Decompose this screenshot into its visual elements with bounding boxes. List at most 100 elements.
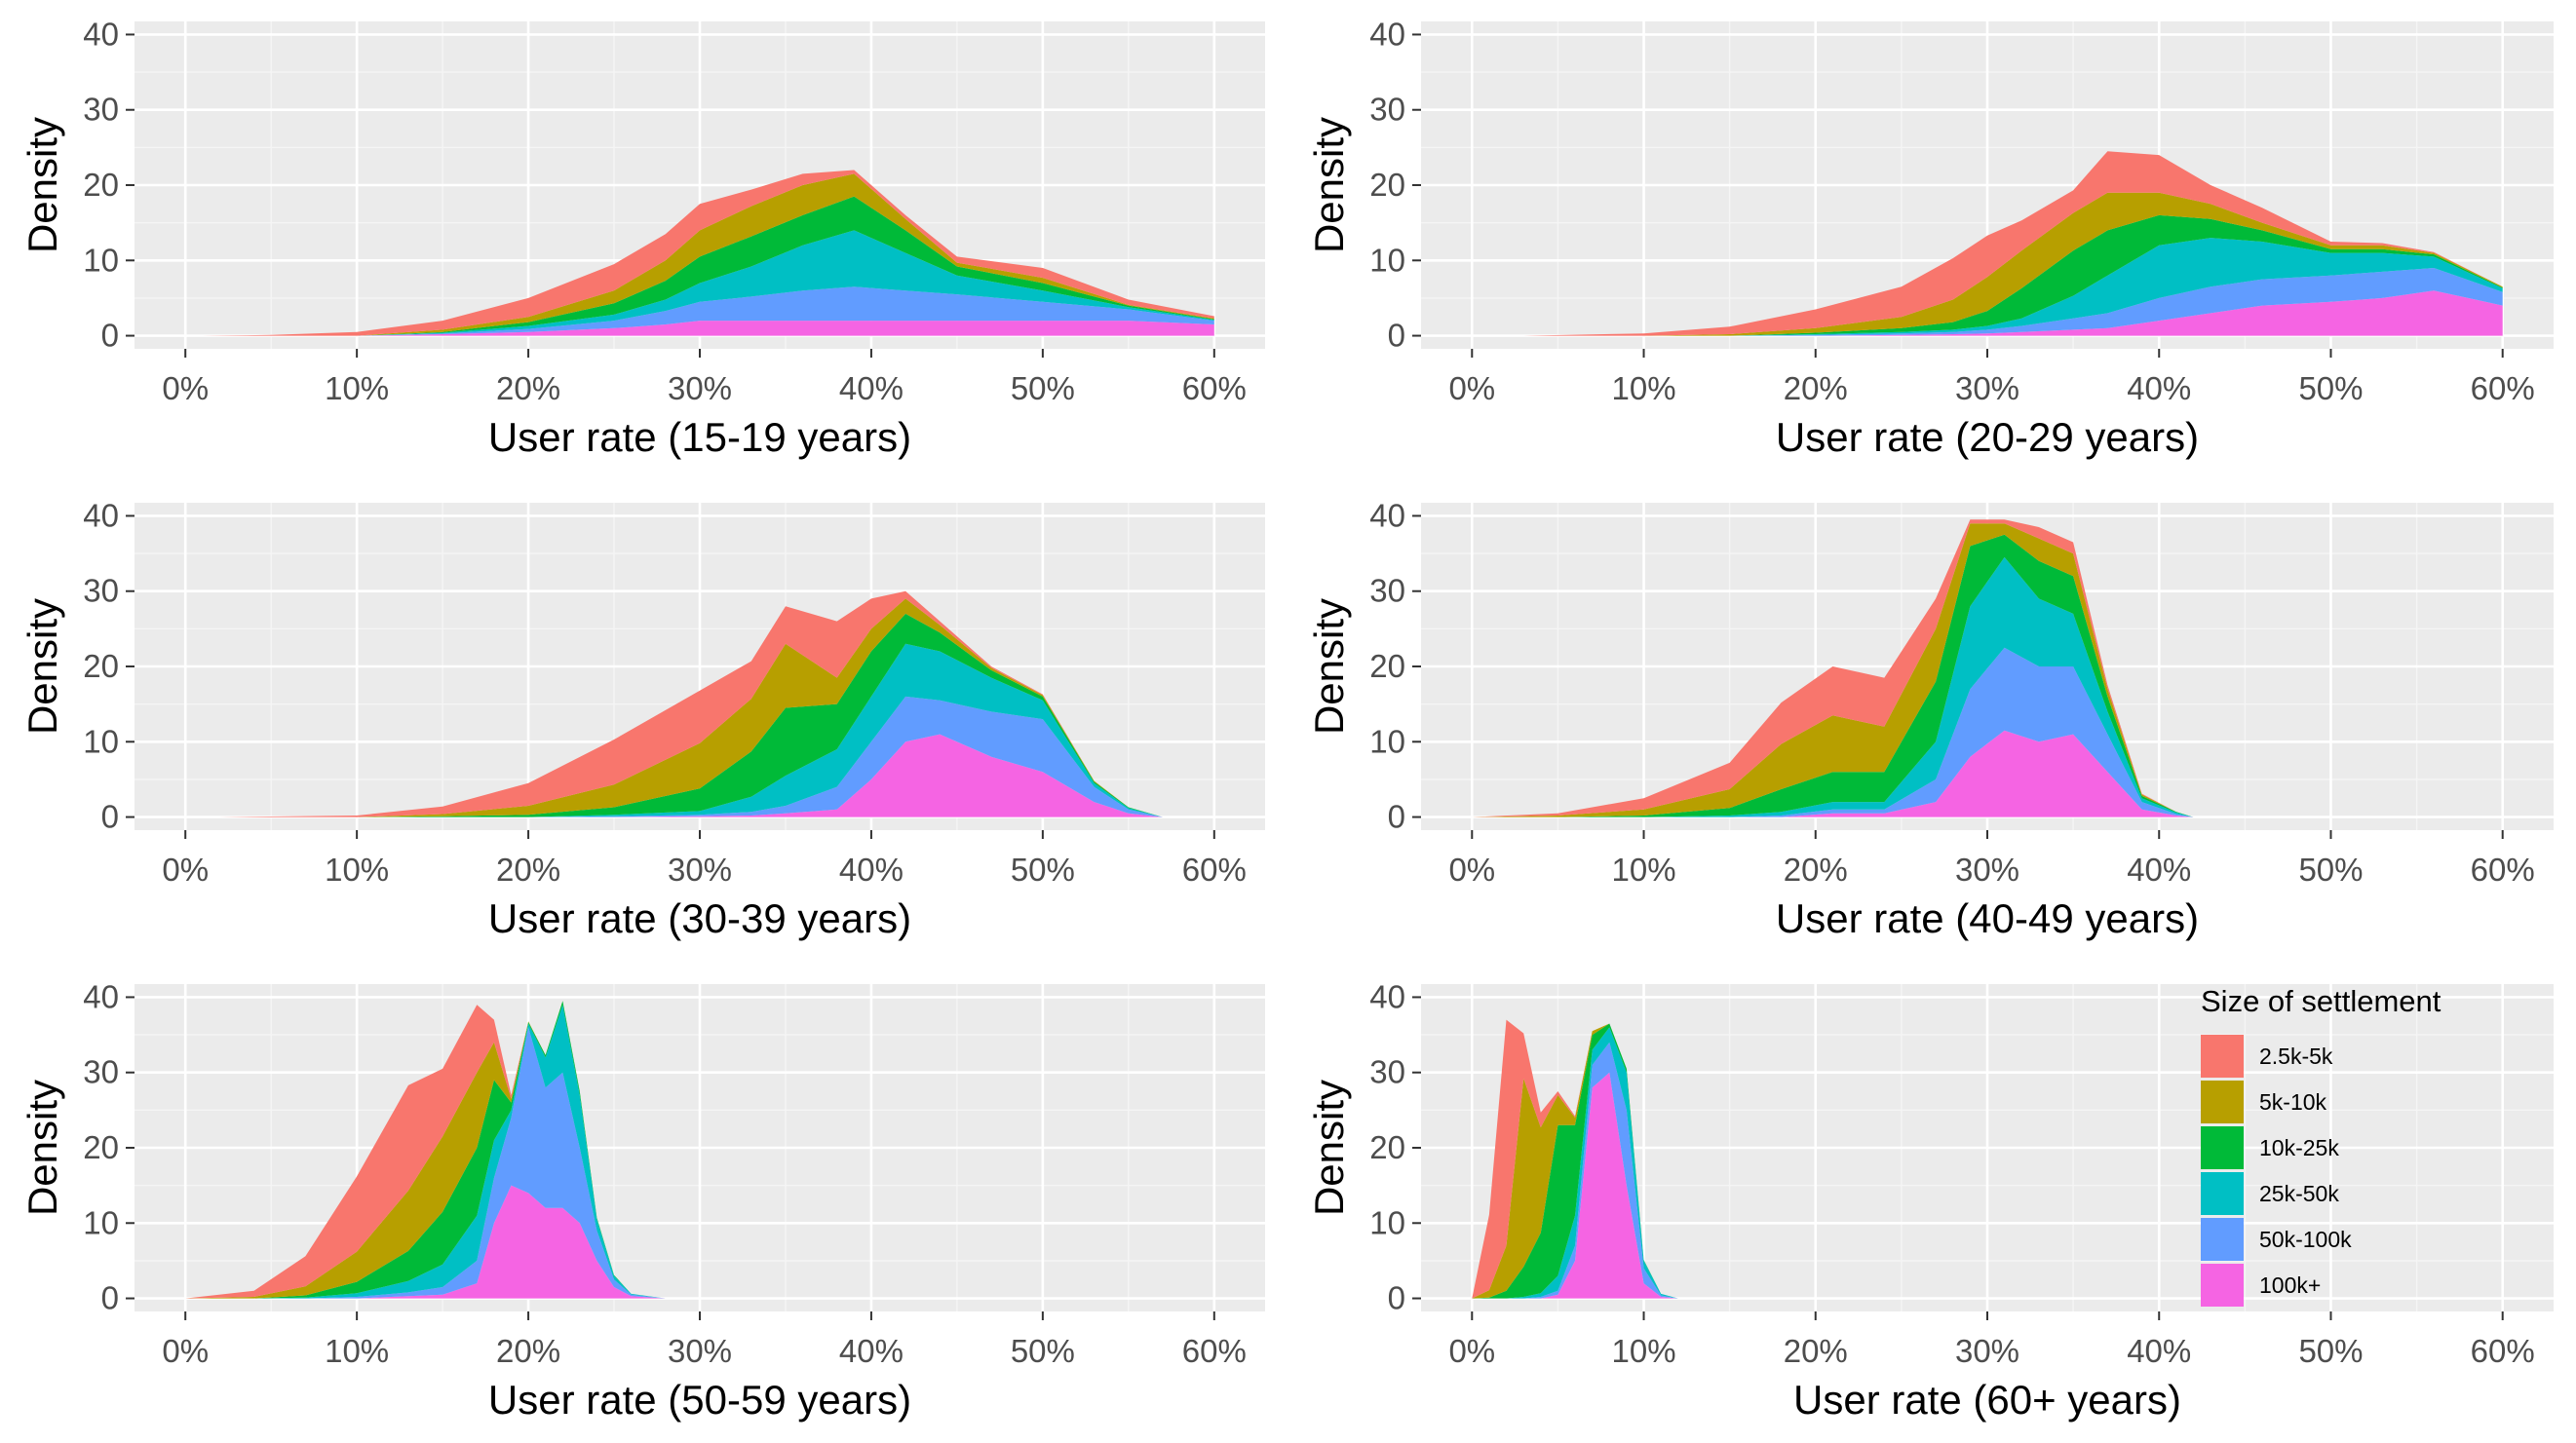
density-area-2-5k-5k — [1472, 519, 2194, 817]
legend-swatch — [2201, 1172, 2244, 1215]
y-tick-label: 40 — [83, 497, 119, 533]
density-area-2-5k-5k — [219, 590, 1163, 817]
panel-30-39: 0 10 20 30 40 0% 10% 20% 30% 40% 50% 60% User rate (… — [19, 497, 1265, 941]
density-area-100k- — [202, 321, 1214, 336]
x-axis-title: User rate (40-49 years) — [1776, 895, 2199, 941]
y-tick-label: 20 — [83, 1129, 119, 1165]
panel-20-29: 0 10 20 30 40 0% 10% 20% 30% 40% 50% 60% User rate (… — [1306, 16, 2554, 460]
density-area-10k-25k — [202, 196, 1214, 336]
density-area-100k- — [1523, 290, 2503, 336]
y-tick-label: 10 — [83, 723, 119, 759]
legend-swatch — [2201, 1081, 2244, 1123]
density-area-100k- — [185, 1185, 666, 1299]
panel-60-plus: 0 10 20 30 40 0% 10% 20% 30% 40% 50% 60% User rate (… — [1306, 978, 2554, 1423]
density-area-100k- — [1472, 1072, 1678, 1299]
x-tick-label: 40% — [839, 370, 904, 406]
x-tick-label: 30% — [1955, 370, 2019, 406]
y-tick-label: 30 — [83, 573, 119, 609]
y-tick-label: 20 — [83, 167, 119, 203]
x-tick-label: 20% — [1784, 1333, 1848, 1369]
y-tick-label: 10 — [83, 242, 119, 278]
x-tick-label: 50% — [2298, 370, 2363, 406]
y-tick-label: 30 — [83, 1054, 119, 1090]
legend-label: 5k-10k — [2259, 1089, 2327, 1115]
x-tick-label: 10% — [325, 852, 389, 888]
legend: Size of settlement 2.5k-5k 5k-10k 10k-25k 2… — [2201, 984, 2441, 1307]
y-tick-label: 40 — [1369, 978, 1405, 1014]
density-area-50k-100k — [1472, 647, 2194, 817]
x-tick-label: 10% — [1611, 370, 1675, 406]
x-tick-label: 30% — [668, 370, 732, 406]
x-tick-label: 20% — [496, 370, 560, 406]
y-axis-title: Density — [1306, 1080, 1352, 1216]
density-area-100k- — [1472, 730, 2194, 817]
legend-swatch — [2201, 1218, 2244, 1261]
density-area-50k-100k — [1472, 1042, 1678, 1299]
x-tick-label: 40% — [839, 852, 904, 888]
y-tick-label: 20 — [83, 648, 119, 684]
panel-15-19: 0 10 20 30 40 0% 10% 20% 30% 40% 50% 60% User rate (… — [19, 16, 1265, 460]
density-area-50k-100k — [219, 696, 1163, 817]
legend-title: Size of settlement — [2201, 984, 2441, 1018]
x-tick-label: 40% — [839, 1333, 904, 1369]
density-area-5k-10k — [219, 598, 1163, 817]
legend-label: 50k-100k — [2259, 1227, 2352, 1252]
y-tick-label: 40 — [83, 16, 119, 52]
y-axis-title: Density — [1306, 117, 1352, 253]
y-tick-label: 30 — [1369, 92, 1405, 128]
y-tick-label: 0 — [101, 799, 119, 835]
y-axis-title: Density — [19, 117, 65, 253]
y-tick-label: 0 — [1388, 799, 1405, 835]
legend-label: 25k-50k — [2259, 1181, 2339, 1206]
y-tick-label: 0 — [101, 1280, 119, 1316]
x-axis-title: User rate (50-59 years) — [488, 1377, 911, 1423]
x-axis-title: User rate (15-19 years) — [488, 414, 911, 460]
density-area-2-5k-5k — [202, 170, 1214, 336]
x-tick-label: 10% — [325, 370, 389, 406]
density-area-5k-10k — [1472, 1023, 1678, 1299]
x-tick-label: 20% — [1784, 852, 1848, 888]
x-tick-label: 20% — [496, 852, 560, 888]
x-tick-label: 50% — [1011, 852, 1075, 888]
x-tick-label: 20% — [1784, 370, 1848, 406]
y-tick-label: 0 — [1388, 1280, 1405, 1316]
density-area-2-5k-5k — [185, 1001, 666, 1299]
density-area-100k- — [219, 734, 1163, 817]
x-tick-label: 30% — [1955, 1333, 2019, 1369]
density-area-2-5k-5k — [1472, 1019, 1678, 1299]
x-tick-label: 50% — [1011, 1333, 1075, 1369]
x-tick-label: 50% — [2298, 852, 2363, 888]
x-tick-label: 40% — [2127, 370, 2191, 406]
x-axis-title: User rate (60+ years) — [1793, 1377, 2181, 1423]
density-area-5k-10k — [1472, 523, 2194, 817]
density-area-10k-25k — [1523, 214, 2503, 336]
x-tick-label: 60% — [1182, 1333, 1247, 1369]
density-area-25k-50k — [219, 643, 1163, 817]
legend-swatch — [2201, 1035, 2244, 1078]
y-tick-label: 40 — [1369, 497, 1405, 533]
legend-swatch — [2201, 1126, 2244, 1169]
x-tick-label: 0% — [162, 370, 209, 406]
legend-label: 100k+ — [2259, 1272, 2321, 1298]
x-tick-label: 30% — [668, 852, 732, 888]
x-tick-label: 0% — [1448, 370, 1495, 406]
density-area-25k-50k — [1472, 556, 2194, 817]
y-tick-label: 30 — [83, 92, 119, 128]
x-tick-label: 60% — [1182, 852, 1247, 888]
legend-swatch — [2201, 1264, 2244, 1307]
x-tick-label: 40% — [2127, 852, 2191, 888]
x-tick-label: 20% — [496, 1333, 560, 1369]
density-area-2-5k-5k — [1523, 151, 2503, 336]
y-tick-label: 10 — [83, 1204, 119, 1240]
x-tick-label: 10% — [325, 1333, 389, 1369]
x-tick-label: 0% — [162, 1333, 209, 1369]
x-tick-label: 60% — [2471, 370, 2535, 406]
density-area-50k-100k — [185, 1027, 666, 1299]
density-area-50k-100k — [202, 286, 1214, 336]
density-area-50k-100k — [1523, 268, 2503, 336]
y-tick-label: 30 — [1369, 1054, 1405, 1090]
x-tick-label: 60% — [2471, 852, 2535, 888]
x-tick-label: 0% — [162, 852, 209, 888]
x-tick-label: 0% — [1448, 1333, 1495, 1369]
